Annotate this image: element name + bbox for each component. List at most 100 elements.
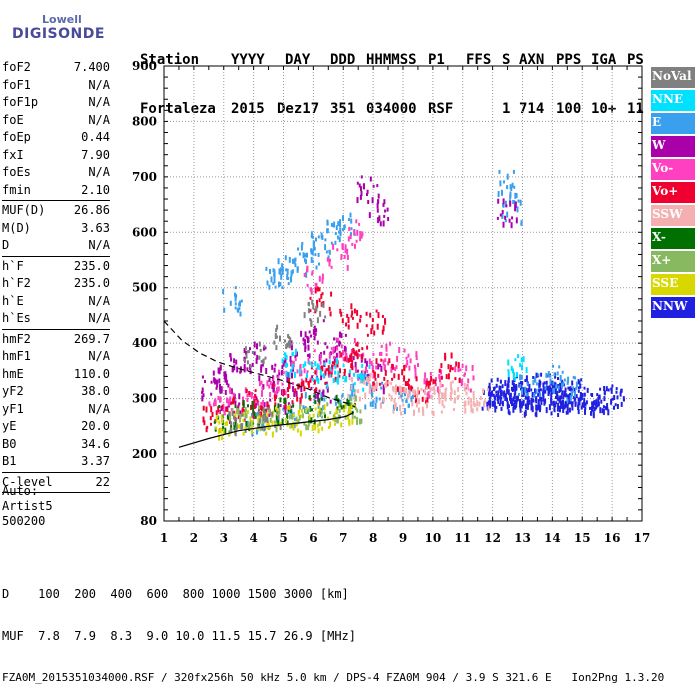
data-point [307, 338, 310, 342]
data-point [230, 388, 233, 395]
data-point [331, 361, 334, 365]
data-point [347, 317, 350, 323]
data-point [329, 421, 332, 428]
data-point [253, 412, 256, 417]
data-point [445, 374, 448, 380]
data-point [312, 378, 315, 382]
data-point [243, 409, 246, 415]
data-point [266, 380, 269, 387]
data-point [307, 308, 310, 314]
data-point [226, 409, 229, 412]
logo-line2: DIGISONDE [12, 26, 105, 42]
data-point [304, 259, 307, 265]
data-point [372, 381, 375, 388]
data-point [444, 391, 447, 398]
header-row2: Fortaleza 2015 Dez17 351 034000 RSF 1 714 100 10+… [140, 101, 644, 118]
data-point [318, 275, 321, 282]
header-label-6: FFS [466, 52, 492, 68]
data-point [350, 314, 353, 318]
data-point [559, 375, 562, 380]
data-point [321, 365, 324, 372]
data-point [258, 381, 261, 387]
data-point [274, 402, 277, 407]
data-point [212, 370, 215, 376]
data-point [296, 396, 299, 402]
header-label-4: HHMMSS [366, 52, 417, 68]
data-point [519, 374, 522, 381]
data-point [550, 398, 553, 403]
data-point [378, 397, 381, 401]
data-point [512, 396, 515, 402]
data-point [553, 372, 556, 377]
data-point [337, 398, 340, 404]
data-point [382, 397, 385, 403]
data-point [339, 368, 341, 374]
data-point [519, 363, 522, 368]
data-point [380, 351, 383, 356]
data-point [501, 384, 504, 389]
data-point [486, 388, 489, 392]
data-point [334, 422, 336, 426]
data-point [517, 395, 519, 401]
data-point [522, 399, 525, 403]
data-point [251, 405, 254, 410]
data-point [340, 333, 343, 339]
data-point [280, 273, 283, 280]
data-point [219, 366, 222, 370]
data-point [294, 417, 296, 421]
data-point [252, 408, 255, 414]
data-point [208, 401, 211, 406]
data-point [222, 289, 225, 295]
data-point [535, 404, 538, 411]
param-label: yE [2, 419, 17, 433]
data-point [353, 308, 356, 314]
data-point [229, 427, 232, 434]
data-point [545, 372, 548, 378]
data-point [449, 381, 452, 386]
data-point [261, 419, 264, 425]
header-value-1: 2015 [231, 101, 265, 117]
data-point [394, 366, 397, 371]
data-point [346, 313, 349, 318]
param-separator [2, 255, 110, 257]
data-point [430, 375, 433, 382]
data-point [348, 226, 351, 231]
data-point [346, 254, 349, 260]
data-point [420, 387, 423, 391]
data-point [353, 229, 356, 236]
data-point [310, 321, 313, 327]
data-point [440, 363, 443, 369]
data-point [358, 396, 361, 402]
data-point [539, 405, 541, 412]
data-point [273, 273, 276, 277]
x-tick-label: 5 [279, 531, 287, 545]
data-point [283, 405, 286, 410]
data-point [299, 397, 302, 404]
data-point [597, 401, 600, 407]
data-point [217, 396, 220, 400]
x-tick-label: 17 [634, 531, 651, 545]
data-point [344, 356, 347, 362]
data-point [506, 185, 509, 190]
data-point [335, 225, 338, 231]
data-point [243, 366, 246, 373]
data-point [514, 376, 517, 381]
data-point [514, 192, 517, 199]
data-point [239, 410, 242, 415]
data-point [379, 351, 381, 356]
data-point [502, 221, 505, 228]
data-point [289, 409, 292, 414]
data-point [306, 370, 309, 374]
data-point [447, 373, 450, 380]
data-point [287, 372, 290, 378]
data-point [316, 423, 319, 428]
data-point [496, 216, 499, 220]
data-point [312, 241, 315, 246]
data-point [589, 406, 591, 410]
data-point [407, 353, 410, 358]
data-point [313, 335, 316, 341]
data-point [276, 408, 279, 414]
data-point [317, 403, 320, 407]
data-point [352, 349, 355, 354]
data-point [379, 402, 382, 409]
